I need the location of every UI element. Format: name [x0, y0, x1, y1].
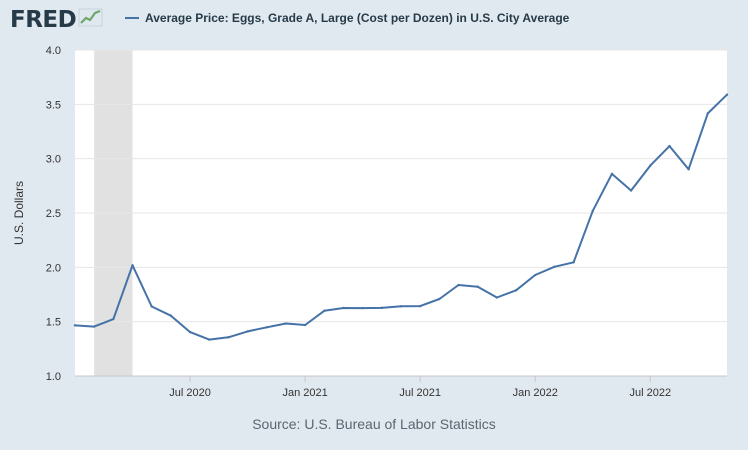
data-point	[514, 289, 518, 292]
line-chart: 1.01.52.02.53.03.54.0 Jul 2020 Jan 2021 Ju…	[12, 45, 729, 399]
data-point	[303, 323, 307, 327]
data-point	[188, 330, 192, 334]
y-tick-label: 2.0	[46, 262, 61, 274]
y-tick-label: 3.5	[46, 99, 61, 111]
data-point	[361, 306, 364, 310]
data-point	[687, 168, 690, 171]
data-point	[323, 309, 326, 312]
fred-logo[interactable]: FRED	[10, 6, 104, 33]
legend: Average Price: Eggs, Grade A, Large (Cos…	[125, 11, 569, 25]
y-axis-ticks: 1.0 1.5 2.0 2.5 3.0 3.5 4.0	[46, 45, 61, 383]
gridlines	[75, 49, 727, 323]
data-point	[725, 93, 729, 96]
line-chart-icon	[78, 6, 104, 33]
data-point	[476, 285, 479, 288]
data-point	[284, 322, 288, 325]
y-tick-label: 3.0	[46, 154, 61, 166]
x-tick-label: Jul 2021	[399, 387, 441, 399]
data-point	[380, 306, 384, 310]
x-tick-label: Jul 2022	[629, 387, 671, 399]
data-point	[150, 305, 153, 308]
y-tick-label: 4.0	[46, 45, 61, 57]
data-point	[342, 306, 345, 310]
data-points	[73, 93, 729, 341]
data-point	[572, 261, 575, 264]
legend-swatch	[125, 17, 139, 19]
data-point	[418, 304, 422, 308]
logo-text: FRED	[10, 6, 77, 33]
data-point	[629, 189, 633, 192]
data-point	[438, 297, 441, 301]
data-point	[92, 325, 96, 328]
data-point	[131, 264, 134, 267]
y-tick-label: 2.5	[46, 208, 61, 220]
data-point	[649, 164, 652, 167]
data-point	[208, 338, 211, 341]
data-point	[399, 305, 403, 308]
data-point	[610, 172, 614, 176]
data-point	[265, 326, 268, 329]
data-point	[706, 112, 710, 115]
data-point	[534, 273, 537, 277]
data-point	[591, 209, 594, 213]
data-point	[495, 296, 499, 299]
data-point	[668, 144, 671, 148]
data-point	[73, 324, 77, 327]
y-tick-label: 1.0	[46, 371, 61, 383]
x-tick-label: Jan 2022	[513, 387, 558, 399]
x-axis-ticks: Jul 2020 Jan 2021 Jul 2021 Jan 2022 Jul 2022	[169, 376, 671, 399]
x-tick-label: Jul 2020	[169, 387, 211, 399]
data-point	[553, 265, 556, 268]
data-point	[112, 317, 115, 321]
header: FRED Average Price: Eggs, Grade A, Large…	[0, 0, 748, 38]
data-point	[457, 283, 460, 287]
data-point	[169, 314, 173, 317]
data-point	[246, 330, 249, 333]
y-axis-label: U.S. Dollars	[12, 181, 26, 245]
source-note: Source: U.S. Bureau of Labor Statistics	[252, 416, 496, 432]
data-point	[227, 336, 230, 339]
y-tick-label: 1.5	[46, 317, 61, 329]
legend-label: Average Price: Eggs, Grade A, Large (Cos…	[145, 11, 570, 25]
x-tick-label: Jan 2021	[282, 387, 327, 399]
